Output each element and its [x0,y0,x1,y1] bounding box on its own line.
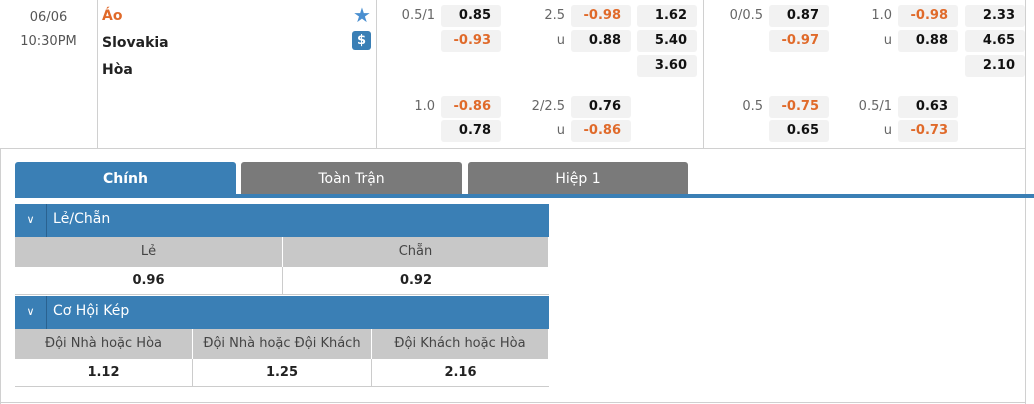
tab-toan-tran[interactable]: Toàn Trận [241,162,462,194]
odds-value[interactable]: 1.12 [15,359,193,387]
double-chance-headers: Đội Nhà hoặc Hòa Đội Nhà hoặc Đội Khách … [15,329,549,359]
tab-hiep-1[interactable]: Hiệp 1 [468,162,688,194]
odds-line-label: 2/2.5 [531,99,565,114]
col-header: Đội Khách hoặc Hòa [372,329,549,359]
odds-cell[interactable]: -0.75 [769,96,829,118]
odds-line-label: 0.5/1 [858,99,892,114]
odds-line-label: u [556,123,565,138]
odd-even-header[interactable]: ∨ Lẻ/Chẵn [15,204,549,237]
odds-cell[interactable]: -0.86 [441,96,501,118]
tab-underline [15,194,1034,198]
odds-cell[interactable]: 1.62 [637,5,697,27]
odds-line-label: 1.0 [871,8,892,23]
odds-cell[interactable]: 5.40 [637,30,697,52]
odds-line-label: 1.0 [414,99,435,114]
dollar-icon[interactable]: $ [352,31,371,50]
away-team[interactable]: Slovakia [102,35,169,51]
home-team[interactable]: Áo [102,8,123,24]
double-chance-header[interactable]: ∨ Cơ Hội Kép [15,296,549,329]
odds-line-label: u [883,123,892,138]
col-header: Lẻ [15,237,283,267]
odds-cell[interactable]: 0.78 [441,120,501,142]
star-icon[interactable]: ★ [353,3,371,27]
odds-cell[interactable]: -0.73 [898,120,958,142]
odds-line-label: 0/0.5 [729,8,763,23]
tab-chinh[interactable]: Chính [15,162,236,194]
draw-label: Hòa [102,62,133,78]
odds-line-label: 0.5/1 [401,8,435,23]
odds-cell[interactable]: 0.85 [441,5,501,27]
odd-even-values: 0.96 0.92 [15,267,549,295]
odds-cell[interactable]: -0.93 [441,30,501,52]
col-header: Đội Nhà hoặc Đội Khách [193,329,372,359]
odds-cell[interactable]: 0.65 [769,120,829,142]
odds-value[interactable]: 2.16 [372,359,549,387]
match-date: 06/06 10:30PM [20,10,77,49]
odds-cell[interactable]: -0.98 [898,5,958,27]
odds-cell[interactable]: 0.87 [769,5,829,27]
odds-cell[interactable]: -0.97 [769,30,829,52]
odd-value[interactable]: 0.96 [15,267,283,295]
col-header: Đội Nhà hoặc Hòa [15,329,193,359]
odds-cell[interactable]: 2.33 [965,5,1025,27]
odds-line-label: u [883,33,892,48]
double-chance-values: 1.12 1.25 2.16 [15,359,549,387]
col-header: Chẵn [283,237,549,267]
odds-cell[interactable]: 0.63 [898,96,958,118]
odds-cell[interactable]: 0.88 [571,30,631,52]
odds-cell[interactable]: 0.76 [571,96,631,118]
odds-line-label: 2.5 [544,8,565,23]
odds-cell[interactable]: 4.65 [965,30,1025,52]
odds-value[interactable]: 1.25 [193,359,372,387]
odds-cell[interactable]: 0.88 [898,30,958,52]
odds-line-label: u [556,33,565,48]
odds-line-label: 0.5 [742,99,763,114]
odds-cell[interactable]: -0.86 [571,120,631,142]
odds-cell[interactable]: 3.60 [637,55,697,77]
even-value[interactable]: 0.92 [283,267,549,295]
odds-cell[interactable]: -0.98 [571,5,631,27]
chevron-down-icon[interactable]: ∨ [15,204,47,237]
odds-cell[interactable]: 2.10 [965,55,1025,77]
odd-even-headers: Lẻ Chẵn [15,237,549,267]
chevron-down-icon[interactable]: ∨ [15,296,47,329]
